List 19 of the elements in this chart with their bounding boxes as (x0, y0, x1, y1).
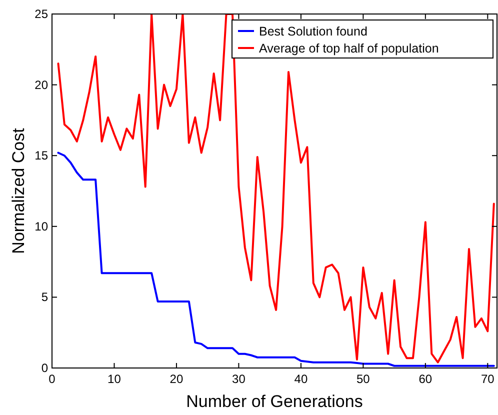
legend-label: Average of top half of population (259, 42, 439, 56)
y-tick-label: 5 (41, 290, 48, 304)
y-tick-label: 15 (34, 148, 48, 163)
line-series (57, 14, 495, 364)
y-axis-title: Normalized Cost (9, 128, 28, 254)
y-tick-label: 10 (34, 219, 48, 234)
y-tick-label: 0 (41, 361, 48, 375)
x-tick-label: 10 (108, 372, 122, 386)
x-tick-label: 40 (294, 372, 308, 386)
x-tick-label: 30 (232, 372, 246, 386)
x-tick-label: 60 (418, 372, 432, 386)
line-series (57, 152, 495, 367)
y-tick-label: 20 (34, 78, 48, 92)
legend-label: Best Solution found (259, 24, 368, 38)
y-tick-label: 25 (34, 7, 48, 21)
x-tick-label: 50 (356, 372, 370, 386)
x-tick-label: 70 (480, 372, 495, 386)
x-axis-title: Number of Generations (186, 392, 363, 411)
x-tick-label: 20 (170, 372, 184, 386)
